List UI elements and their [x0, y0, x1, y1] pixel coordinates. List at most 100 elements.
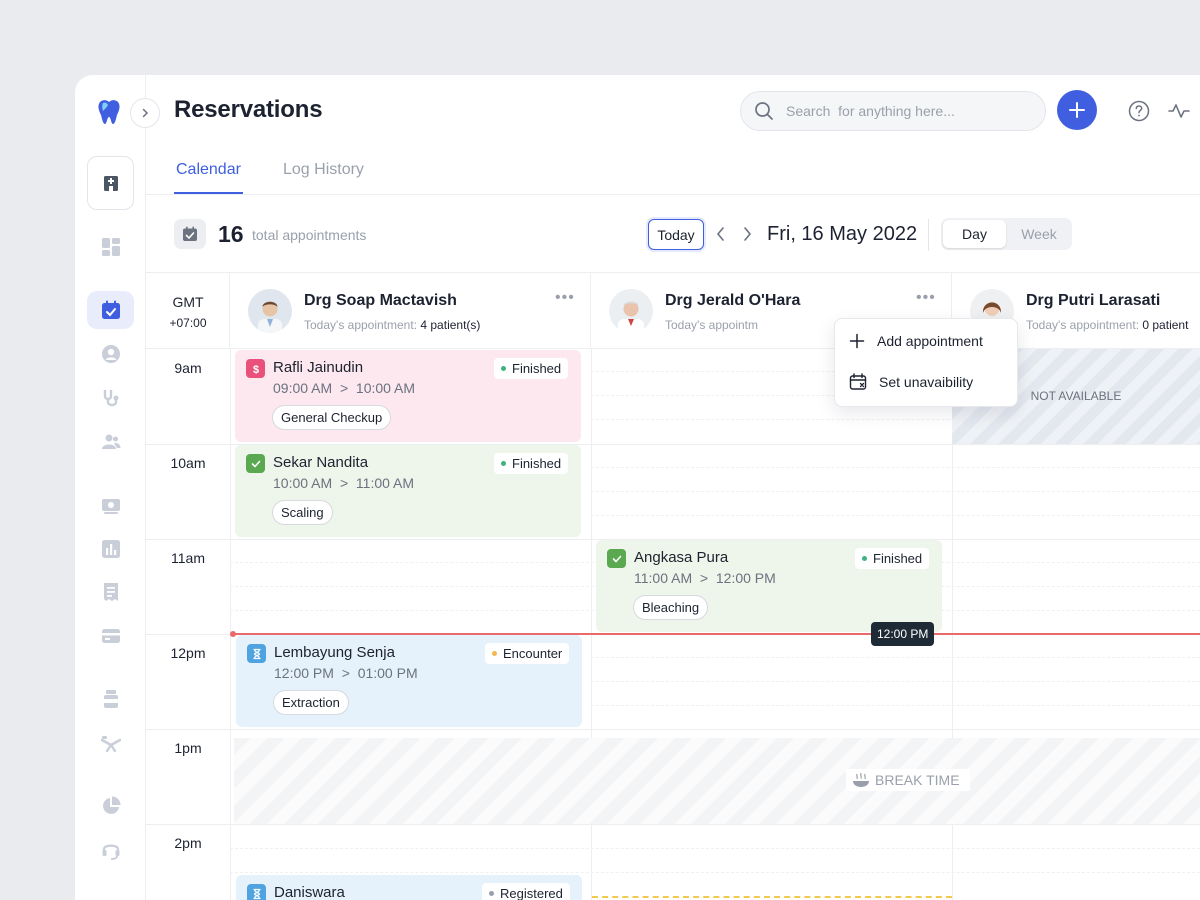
- calendar-check-icon: [174, 219, 206, 249]
- treatment-tag: Scaling: [272, 500, 333, 525]
- quarter-line: [591, 705, 1200, 706]
- time-slot-label: 11am: [171, 550, 205, 566]
- plus-icon: [1069, 102, 1085, 118]
- current-time-line: [233, 633, 1200, 635]
- total-appointments-count: 16: [218, 221, 244, 247]
- doctor-avatar: [248, 289, 292, 333]
- time-slot-label: 10am: [170, 455, 206, 471]
- tab-log-history[interactable]: Log History: [283, 161, 364, 178]
- previous-date-button[interactable]: [714, 225, 728, 248]
- plus-icon: [849, 333, 865, 349]
- hourglass-icon: [247, 644, 266, 663]
- slot-placeholder-line: [592, 896, 952, 898]
- sidebar: [75, 75, 146, 900]
- today-button[interactable]: Today: [648, 219, 704, 250]
- quarter-line: [591, 681, 1200, 682]
- patient-name: Lembayung Senja: [274, 644, 395, 661]
- chevron-left-icon: [716, 227, 724, 241]
- doctor-name: Drg Putri Larasati: [1026, 292, 1161, 309]
- chevron-right-icon: [744, 227, 752, 241]
- search-bar[interactable]: [740, 91, 1046, 131]
- appointment-card[interactable]: Sekar Nandita 10:00 AM > 11:00 AM Scalin…: [235, 445, 581, 537]
- app-window: Reservations Calendar Log History 16 tot…: [75, 75, 1200, 900]
- staff-nav-icon[interactable]: [87, 423, 134, 461]
- appointment-card[interactable]: Angkasa Pura 11:00 AM > 12:00 PM Bleachi…: [596, 540, 942, 632]
- grid-divider: [591, 349, 592, 900]
- dental-chair-nav-icon[interactable]: [87, 724, 134, 762]
- add-appointment-menu-item[interactable]: Add appointment: [849, 333, 983, 349]
- check-icon: [246, 454, 265, 473]
- dashboard-nav-icon[interactable]: [87, 228, 134, 266]
- status-badge: Encounter: [485, 643, 570, 664]
- expand-sidebar-button[interactable]: [130, 98, 160, 128]
- main-content: Reservations Calendar Log History 16 tot…: [146, 75, 1200, 900]
- hospital-icon: [103, 176, 118, 191]
- add-button[interactable]: [1057, 90, 1097, 130]
- chevron-right-icon: [142, 108, 149, 118]
- patient-nav-icon[interactable]: [87, 335, 134, 373]
- patient-name: Rafli Jainudin: [273, 359, 364, 376]
- hourglass-icon: [247, 884, 266, 900]
- treatment-tag: Bleaching: [633, 595, 709, 620]
- appointment-time: 12:00 PM > 01:00 PM: [274, 665, 418, 681]
- set-unavailability-menu-item[interactable]: Set unavaibility: [849, 373, 973, 391]
- status-badge: Registered: [482, 883, 570, 900]
- appointment-card[interactable]: Lembayung Senja 12:00 PM > 01:00 PM Extr…: [236, 635, 582, 727]
- break-time-label: BREAK TIME: [846, 769, 970, 791]
- stethoscope-nav-icon[interactable]: [87, 379, 134, 417]
- view-day-button[interactable]: Day: [943, 220, 1006, 248]
- card-nav-icon[interactable]: [87, 617, 134, 655]
- appointment-time: 09:00 AM > 10:00 AM: [273, 380, 416, 396]
- svg-text:$: $: [252, 364, 258, 375]
- search-input[interactable]: [786, 103, 1006, 119]
- hour-line: [146, 444, 1200, 445]
- doctor-appointment-summary: Today's appointment: 4 patient(s): [304, 318, 481, 332]
- time-slot-label: 12pm: [170, 645, 206, 661]
- doctor-appointment-summary: Today's appointment: 0 patient: [1026, 318, 1189, 332]
- timezone-label: GMT: [172, 294, 204, 310]
- patient-name: Sekar Nandita: [273, 454, 369, 471]
- appointment-time: 10:00 AM > 11:00 AM: [273, 475, 415, 491]
- timezone-offset: +07:00: [169, 316, 207, 330]
- appointment-time: 11:00 AM > 12:00 PM: [634, 570, 776, 586]
- status-badge: Finished: [494, 453, 569, 474]
- medicine-nav-icon[interactable]: [87, 680, 134, 718]
- food-bowl-icon: [853, 772, 869, 787]
- more-options-icon[interactable]: •••: [555, 289, 575, 306]
- total-appointments-label: total appointments: [252, 227, 367, 243]
- not-available-label: NOT AVAILABLE: [1030, 389, 1122, 403]
- report-chart-nav-icon[interactable]: [87, 530, 134, 568]
- help-icon[interactable]: [1128, 100, 1150, 127]
- quarter-line: [230, 848, 1200, 849]
- doctor-name: Drg Soap Mactavish: [304, 292, 457, 309]
- doctor-avatar: [609, 289, 653, 333]
- doctor-appointment-summary: Today's appointm: [665, 318, 759, 332]
- invoice-nav-icon[interactable]: [87, 573, 134, 611]
- next-date-button[interactable]: [740, 225, 754, 248]
- analytics-pie-nav-icon[interactable]: [87, 787, 134, 825]
- quarter-line: [591, 467, 1200, 468]
- support-headset-nav-icon[interactable]: [87, 831, 134, 869]
- current-date-label: Fri, 16 May 2022: [767, 223, 918, 245]
- calendar-nav-icon[interactable]: [87, 291, 134, 329]
- treatment-tag: General Checkup: [272, 405, 392, 430]
- calendar-grid: GMT +07:00 Drg Soap Mactavish Today's ap…: [146, 272, 1200, 900]
- search-icon: [755, 102, 773, 120]
- tab-calendar[interactable]: Calendar: [176, 161, 241, 178]
- treatment-tag: Extraction: [273, 690, 349, 715]
- activity-icon[interactable]: [1168, 102, 1190, 125]
- timezone-cell: GMT +07:00: [146, 273, 230, 349]
- calendar-x-icon: [849, 373, 867, 390]
- time-slot-label: 2pm: [174, 835, 202, 851]
- cash-nav-icon[interactable]: [87, 486, 134, 524]
- more-options-icon[interactable]: •••: [916, 289, 936, 306]
- time-slot-label: 1pm: [174, 740, 202, 756]
- doctor-column-header: Drg Jerald O'Hara Today's appointm •••: [591, 273, 952, 349]
- view-week-button[interactable]: Week: [1021, 226, 1057, 242]
- quarter-line: [230, 872, 1200, 873]
- clinic-switcher-button[interactable]: [87, 156, 134, 210]
- status-badge: Finished: [494, 358, 569, 379]
- appointment-card[interactable]: Daniswara Registered: [236, 875, 582, 900]
- time-slot-label: 9am: [174, 360, 202, 376]
- appointment-card[interactable]: $ Rafli Jainudin 09:00 AM > 10:00 AM Gen…: [235, 350, 581, 442]
